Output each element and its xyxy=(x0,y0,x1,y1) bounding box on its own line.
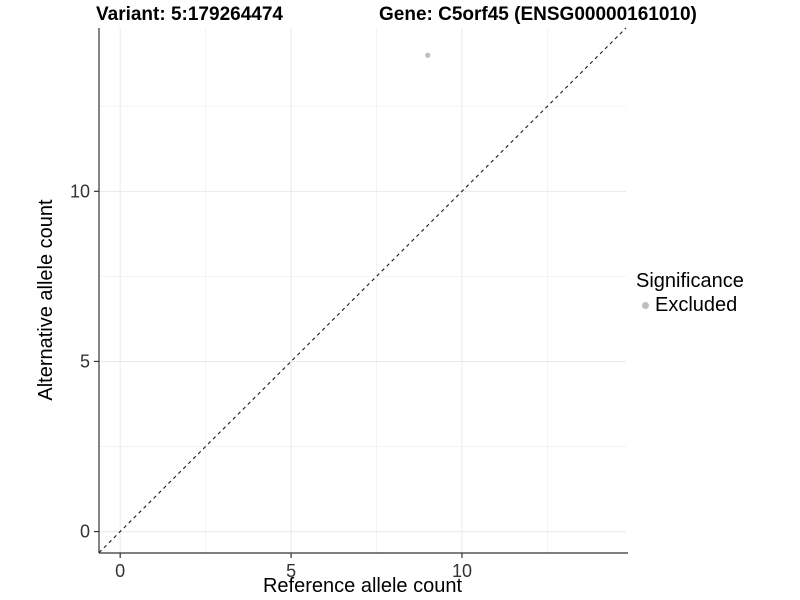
y-tick-label: 0 xyxy=(80,522,90,542)
data-point xyxy=(425,52,431,58)
legend: Significance Excluded xyxy=(636,270,744,315)
y-axis-title: Alternative allele count xyxy=(35,199,57,401)
x-tick-label: 10 xyxy=(452,561,472,581)
plot-title-variant: Variant: 5:179264474 xyxy=(96,4,283,25)
x-axis-title: Reference allele count xyxy=(262,575,462,597)
plot-title-gene: Gene: C5orf45 (ENSG00000161010) xyxy=(379,4,697,25)
legend-item-label: Excluded xyxy=(655,294,738,316)
legend-item-excluded: Excluded xyxy=(636,295,744,315)
legend-key-dot-icon xyxy=(642,301,649,309)
identity-reference-line xyxy=(98,27,627,554)
x-tick-label: 5 xyxy=(286,561,296,581)
y-tick-label: 10 xyxy=(70,181,90,201)
legend-title: Significance xyxy=(636,270,744,292)
y-tick-label: 5 xyxy=(80,351,90,371)
x-tick-label: 0 xyxy=(115,561,125,581)
